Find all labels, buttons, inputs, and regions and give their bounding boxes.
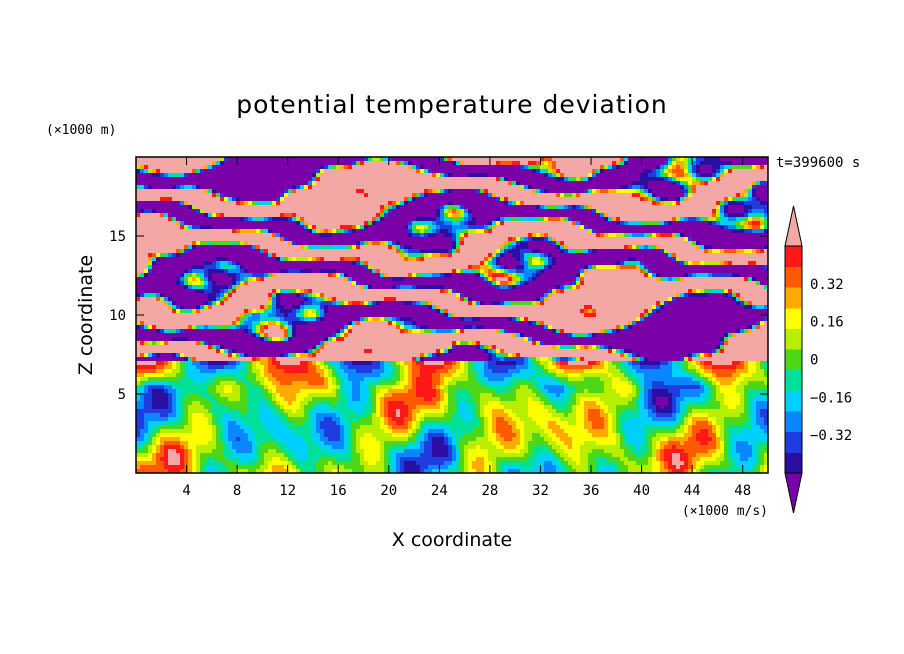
x-tick-label: 48 [734,483,751,499]
x-tick-label: 12 [279,483,296,499]
y-tick-label: 5 [118,387,126,403]
colorbar-extend-max [784,205,803,247]
colorbar-tick-label: 0.32 [810,277,844,293]
y-tick-label: 15 [109,229,126,245]
colorbar-band [785,246,802,268]
x-tick-label: 16 [330,483,347,499]
colorbar-band [785,307,802,329]
x-tick-label: 40 [633,483,650,499]
colorbar-band [785,390,802,412]
colorbar-band [785,452,802,474]
colorbar: 0.32 0.16 0 −0.16 −0.32 [784,205,852,514]
x-tick-label: 28 [481,483,498,499]
chart-title: potential temperature deviation [236,90,667,119]
x-unit-label: (×1000 m/s) [682,504,768,519]
colorbar-band [785,431,802,453]
x-tick-label: 44 [684,483,701,499]
colorbar-band [785,349,802,371]
x-axis: 4 8 12 16 20 24 28 32 36 40 44 48 [182,157,751,499]
x-axis-label: X coordinate [392,529,512,551]
colorbar-tick-label: −0.16 [810,390,852,406]
x-tick-label: 36 [583,483,600,499]
time-label: t=399600 s [776,155,860,171]
colorbar-tick-label: −0.32 [810,428,852,444]
x-tick-label: 8 [233,483,241,499]
colorbar-tick-label: 0.16 [810,315,844,331]
colorbar-band [785,287,802,309]
contour-field [136,157,769,474]
y-axis: 5 10 15 [109,229,768,403]
y-unit-label: (×1000 m) [46,123,116,138]
x-tick-label: 20 [380,483,397,499]
colorbar-band [785,411,802,433]
colorbar-frame [784,245,803,474]
colorbar-band [785,328,802,350]
x-tick-label: 4 [182,483,190,499]
x-tick-label: 24 [431,483,448,499]
y-tick-label: 10 [109,308,126,324]
colorbar-band [785,266,802,288]
y-axis-label: Z coordinate [75,255,97,375]
colorbar-extend-min [784,472,803,514]
colorbar-band [785,369,802,391]
colorbar-tick-label: 0 [810,353,818,369]
x-tick-label: 32 [532,483,549,499]
